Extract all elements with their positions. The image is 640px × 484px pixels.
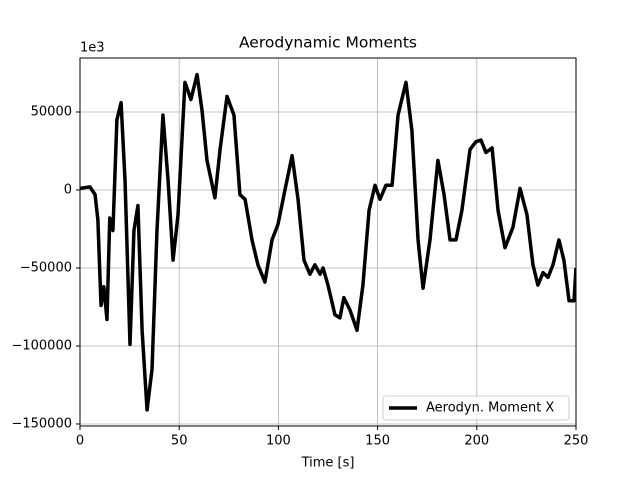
y-tick-label: −50000 [20,260,72,275]
y-tick-label: −150000 [11,416,72,431]
x-tick-label: 250 [564,434,589,449]
offset-text: 1e3 [80,41,105,56]
series-line [80,72,576,412]
legend-label: Aerodyn. Moment X [426,401,554,416]
x-tick-label: 0 [76,434,84,449]
x-tick-label: 150 [365,434,390,449]
chart-title: Aerodynamic Moments [239,34,417,52]
x-tick-label: 50 [171,434,188,449]
x-tick-label: 100 [266,434,291,449]
y-tick-label: 0 [64,182,72,197]
axes-frame [79,57,577,427]
y-tick-label: 50000 [31,104,72,119]
x-tick-label: 200 [464,434,489,449]
y-tick-label: −100000 [11,338,72,353]
x-axis-label: Time [s] [301,456,355,471]
legend-box [382,395,570,421]
